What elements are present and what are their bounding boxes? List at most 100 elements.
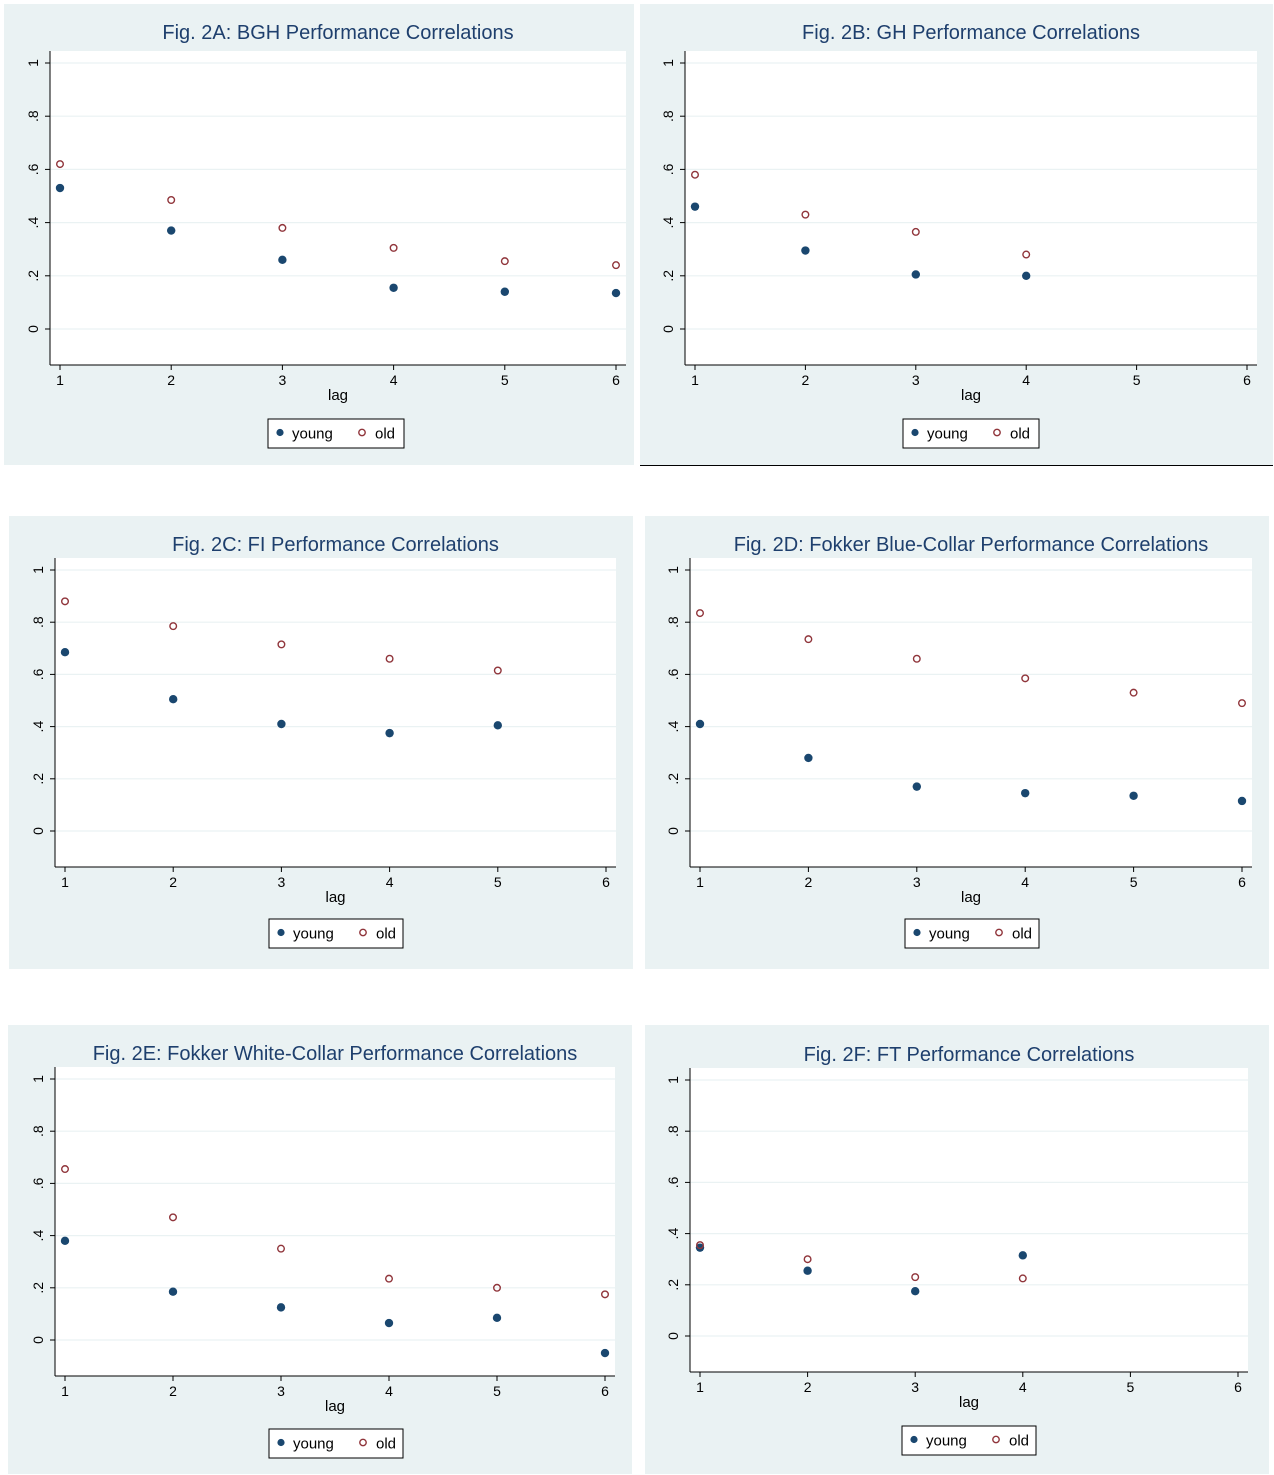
legend-label-old: old <box>375 426 395 443</box>
data-point-young <box>911 270 920 279</box>
legend-label-old: old <box>1010 426 1030 443</box>
x-tick-label: 3 <box>911 1379 919 1395</box>
x-axis-label: lag <box>961 889 981 906</box>
y-tick-label: 0 <box>660 325 676 333</box>
y-tick-label: 1 <box>665 1076 681 1084</box>
data-point-young <box>801 246 810 255</box>
data-point-old <box>61 597 70 606</box>
legend-marker-young <box>913 928 921 937</box>
y-tick-label: 0 <box>665 1332 681 1340</box>
chart-panel-2d: 0 .2 .4 .6 .8 1 1 2 3 4 5 6 lag Fig. 2D: Fokker Blue-… <box>645 516 1269 969</box>
y-tick-label: 1 <box>25 59 41 67</box>
y-tick-label: .4 <box>25 217 41 229</box>
y-tick-label: 1 <box>30 566 46 574</box>
data-point-old <box>168 1213 177 1222</box>
y-tick-label: 1 <box>30 1075 46 1083</box>
chart-title: Fig. 2D: Fokker Blue-Collar Performance … <box>734 534 1209 556</box>
legend-label-young: young <box>293 1436 334 1453</box>
y-tick-label: .6 <box>30 668 46 680</box>
x-tick-label: 2 <box>802 372 810 388</box>
chart-panel-2b: 0 .2 .4 .6 .8 1 1 2 3 4 5 6 lag Fig. 2B: GH Performan… <box>640 4 1273 465</box>
y-tick-label: .4 <box>30 721 46 733</box>
x-tick-label: 3 <box>912 372 920 388</box>
chart-title: Fig. 2C: FI Performance Correlations <box>172 534 499 556</box>
data-point-old <box>277 640 286 649</box>
y-tick-label: .6 <box>25 163 41 175</box>
legend-marker-old <box>359 1438 367 1447</box>
legend-box <box>268 1428 404 1459</box>
x-tick-label: 5 <box>1130 874 1138 890</box>
legend-label-old: old <box>1012 926 1032 943</box>
x-tick-label: 4 <box>386 874 394 890</box>
x-tick-label: 3 <box>278 874 286 890</box>
x-tick-label: 4 <box>1019 1379 1027 1395</box>
data-point-old <box>385 1274 394 1283</box>
chart-panel-2c: 0 .2 .4 .6 .8 1 1 2 3 4 5 6 lag Fig. 2C: FI Performan… <box>9 516 633 969</box>
y-tick-label: .8 <box>25 110 41 122</box>
legend-label-old: old <box>376 926 396 943</box>
data-point-old <box>1022 250 1031 259</box>
x-tick-label: 1 <box>61 874 69 890</box>
x-tick-label: 2 <box>169 1383 177 1399</box>
x-tick-label: 1 <box>696 874 704 890</box>
y-tick-label: .8 <box>660 110 676 122</box>
data-point-young <box>169 694 178 704</box>
data-point-old <box>804 635 813 644</box>
x-tick-label: 1 <box>696 1379 704 1395</box>
data-point-old <box>691 170 700 179</box>
x-tick-label: 6 <box>612 372 620 388</box>
x-tick-label: 2 <box>805 874 813 890</box>
x-tick-label: 2 <box>167 372 175 388</box>
data-point-old <box>1238 699 1247 708</box>
scatter-chart: 0 .2 .4 .6 .8 1 1 2 3 4 5 6 lag Fig. 2E: Fokker White… <box>8 1025 632 1474</box>
data-point-young <box>803 1266 812 1275</box>
x-axis-label: lag <box>328 387 348 404</box>
data-point-old <box>912 654 921 663</box>
data-point-old <box>601 1290 610 1299</box>
legend-marker-old <box>358 428 366 437</box>
panel-divider-line <box>640 465 1273 466</box>
legend-marker-young <box>276 428 284 437</box>
data-point-young <box>695 1243 705 1252</box>
y-tick-label: 0 <box>30 827 46 835</box>
y-tick-label: .6 <box>665 668 681 680</box>
y-tick-label: 1 <box>665 566 681 574</box>
y-tick-label: .8 <box>30 1125 46 1137</box>
data-point-old <box>61 1165 70 1174</box>
data-point-old <box>1129 688 1138 697</box>
y-tick-label: .4 <box>665 721 681 733</box>
legend-label-old: old <box>376 1436 396 1453</box>
data-point-old <box>493 1283 502 1292</box>
data-point-young <box>611 288 621 298</box>
legend-box <box>901 1425 1037 1456</box>
data-point-young <box>1021 788 1030 798</box>
y-tick-label: .4 <box>660 217 676 229</box>
legend-box <box>267 418 405 449</box>
data-point-old <box>1018 1274 1027 1283</box>
y-tick-label: .2 <box>25 270 41 282</box>
plot-area <box>690 558 1252 867</box>
legend-label-young: young <box>293 926 334 943</box>
legend-label-young: young <box>292 426 333 443</box>
x-tick-label: 1 <box>61 1383 69 1399</box>
chart-title: Fig. 2B: GH Performance Correlations <box>802 22 1140 44</box>
y-tick-label: .4 <box>30 1230 46 1242</box>
scatter-chart: 0 .2 .4 .6 .8 1 1 2 3 4 5 6 lag Fig. 2B: GH Performan… <box>640 4 1273 465</box>
legend-marker-old <box>359 928 367 937</box>
x-tick-label: 6 <box>1238 874 1246 890</box>
x-tick-label: 2 <box>169 874 177 890</box>
x-tick-label: 1 <box>691 372 699 388</box>
legend-label-young: young <box>926 1433 967 1450</box>
plot-area <box>50 51 626 365</box>
y-tick-label: 0 <box>25 325 41 333</box>
data-point-old <box>696 609 705 618</box>
data-point-young <box>167 226 176 235</box>
data-point-old <box>911 1273 920 1282</box>
legend-box <box>268 918 404 949</box>
y-tick-label: .4 <box>665 1228 681 1240</box>
plot-area <box>685 51 1257 365</box>
y-tick-label: .2 <box>665 773 681 785</box>
legend-marker-old <box>995 928 1003 937</box>
plot-area <box>55 558 616 867</box>
y-tick-label: 0 <box>30 1336 46 1344</box>
